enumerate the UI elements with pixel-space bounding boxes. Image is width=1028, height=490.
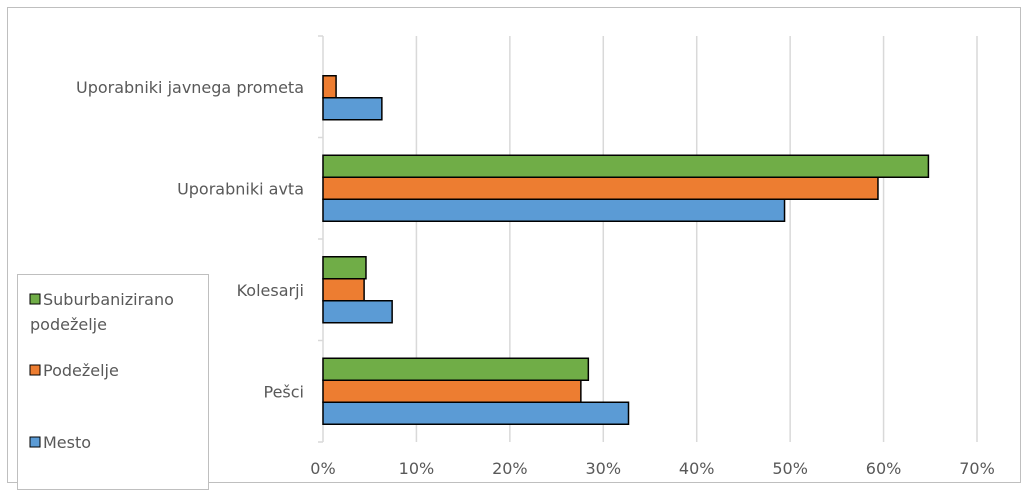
chart-border <box>7 7 1021 483</box>
bar <box>322 401 630 425</box>
x-tick-label: 40% <box>679 459 715 478</box>
legend-box <box>17 274 209 490</box>
x-tick-label: 60% <box>866 459 902 478</box>
bar <box>322 256 367 280</box>
category-label: Uporabniki avta <box>177 179 304 198</box>
legend: Suburbanizirano podeželje Podeželje Mest… <box>17 274 209 490</box>
legend-label-city: Mesto <box>43 433 91 452</box>
legend-label-suburban-line1: Suburbanizirano <box>43 290 174 309</box>
bar <box>322 357 590 381</box>
bars <box>322 75 930 425</box>
category-label: Kolesarji <box>237 281 304 300</box>
bar <box>322 198 786 222</box>
bar <box>322 278 365 302</box>
x-tick-label: 70% <box>959 459 995 478</box>
bar <box>322 75 337 99</box>
bar <box>322 154 930 178</box>
bar <box>322 300 393 324</box>
legend-swatch-suburban <box>29 293 41 305</box>
category-label: Uporabniki javnega prometa <box>76 78 304 97</box>
bar <box>322 379 582 403</box>
x-tick-label: 30% <box>586 459 622 478</box>
x-tick-label: 10% <box>399 459 435 478</box>
x-tick-label: 20% <box>492 459 528 478</box>
x-tick-label: 50% <box>772 459 808 478</box>
bar <box>322 97 383 121</box>
legend-swatch-city <box>29 436 41 448</box>
x-tick-labels: 0% 10% 20% 30% 40% 50% 60% 70% <box>310 459 994 478</box>
legend-swatch-rural <box>29 364 41 376</box>
x-tick-label: 0% <box>310 459 335 478</box>
category-label: Pešci <box>264 382 305 401</box>
legend-label-rural: Podeželje <box>43 361 119 380</box>
category-labels: Uporabniki javnega prometa Uporabniki avt… <box>76 78 304 402</box>
bar <box>322 176 879 200</box>
legend-label-suburban-line2: podeželje <box>30 315 107 334</box>
